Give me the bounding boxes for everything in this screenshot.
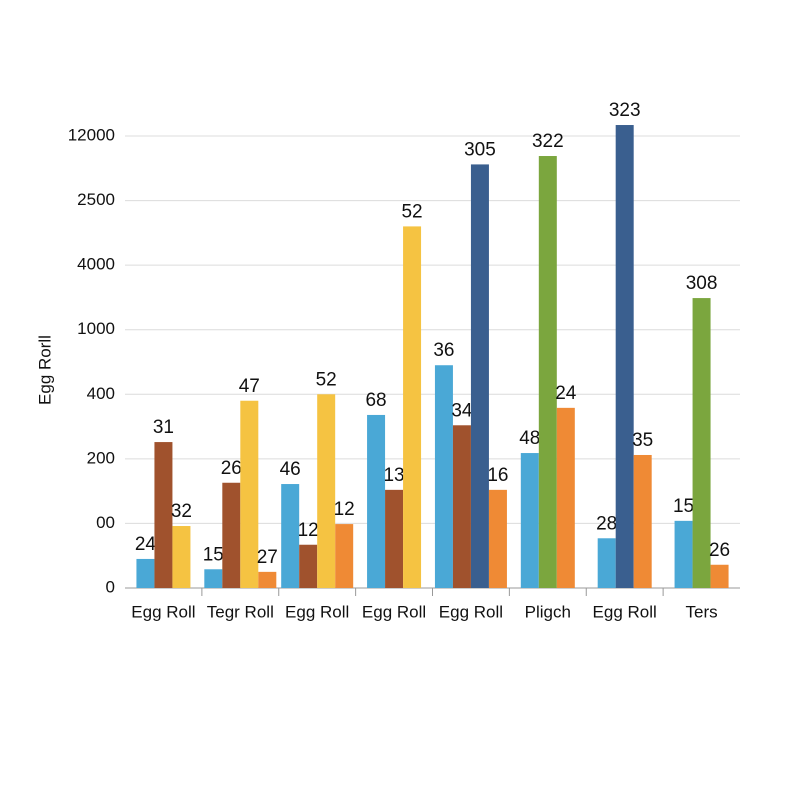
bar (335, 524, 354, 588)
data-label: 323 (609, 100, 641, 121)
data-label: 68 (365, 390, 386, 411)
bar (317, 394, 336, 588)
y-axis-label: Egg Rorll (35, 335, 54, 405)
data-label: 24 (555, 383, 577, 404)
y-tick-label: 200 (87, 448, 115, 467)
data-label: 34 (451, 400, 473, 421)
bar (434, 365, 453, 588)
bar (674, 520, 693, 588)
data-label: 12 (298, 520, 319, 541)
bar (470, 164, 489, 588)
y-tick-label: 2500 (77, 190, 115, 209)
data-label: 12 (334, 499, 355, 520)
data-label: 28 (596, 513, 617, 534)
data-label: 15 (673, 496, 694, 517)
y-tick-label: 0 (106, 577, 115, 596)
bar (385, 489, 404, 588)
bar (299, 544, 318, 588)
data-label: 15 (203, 544, 224, 565)
data-label: 35 (632, 430, 653, 451)
bar (488, 489, 507, 588)
data-label: 52 (401, 201, 422, 222)
data-label: 322 (532, 131, 564, 152)
y-tick-label: 1000 (77, 319, 115, 338)
data-label: 305 (464, 139, 496, 160)
bar (240, 400, 259, 588)
data-label: 31 (153, 417, 174, 438)
bar (556, 407, 575, 588)
bar (281, 484, 300, 588)
data-label: 16 (487, 465, 508, 486)
data-label: 32 (171, 501, 192, 522)
data-label: 26 (221, 458, 242, 479)
bar (615, 125, 634, 588)
data-label: 47 (239, 376, 260, 397)
data-label: 26 (709, 540, 730, 561)
bar (710, 564, 729, 588)
x-tick-label: Egg Roll (285, 602, 349, 621)
bar (136, 558, 155, 588)
bar (172, 526, 191, 588)
bar (538, 156, 557, 588)
x-tick-label: Pligch (525, 602, 571, 621)
x-tick-label: Egg Roll (593, 602, 657, 621)
bar (452, 425, 471, 588)
y-tick-label: 12000 (68, 125, 115, 144)
bar (520, 453, 539, 588)
x-tick-label: Egg Roll (362, 602, 426, 621)
bar (258, 571, 277, 588)
data-label: 24 (135, 534, 157, 555)
data-label: 13 (383, 465, 404, 486)
y-tick-label: 00 (96, 513, 115, 532)
y-tick-label: 400 (87, 384, 115, 403)
data-label: 48 (519, 428, 540, 449)
bar (154, 442, 173, 588)
data-label: 27 (257, 547, 278, 568)
bar (633, 454, 652, 588)
x-tick-label: Egg Roll (439, 602, 503, 621)
bar (403, 226, 422, 588)
data-label: 52 (316, 369, 337, 390)
bar (597, 538, 616, 588)
bar (222, 482, 241, 588)
bar (692, 298, 711, 588)
bar (204, 569, 223, 588)
bar (367, 414, 386, 588)
y-tick-label: 4000 (77, 255, 115, 274)
data-label: 36 (433, 340, 454, 361)
x-tick-label: Ters (686, 602, 718, 621)
x-tick-label: Tegr Roll (207, 602, 274, 621)
x-tick-label: Egg Roll (131, 602, 195, 621)
data-label: 46 (280, 459, 301, 480)
data-label: 308 (686, 273, 718, 294)
